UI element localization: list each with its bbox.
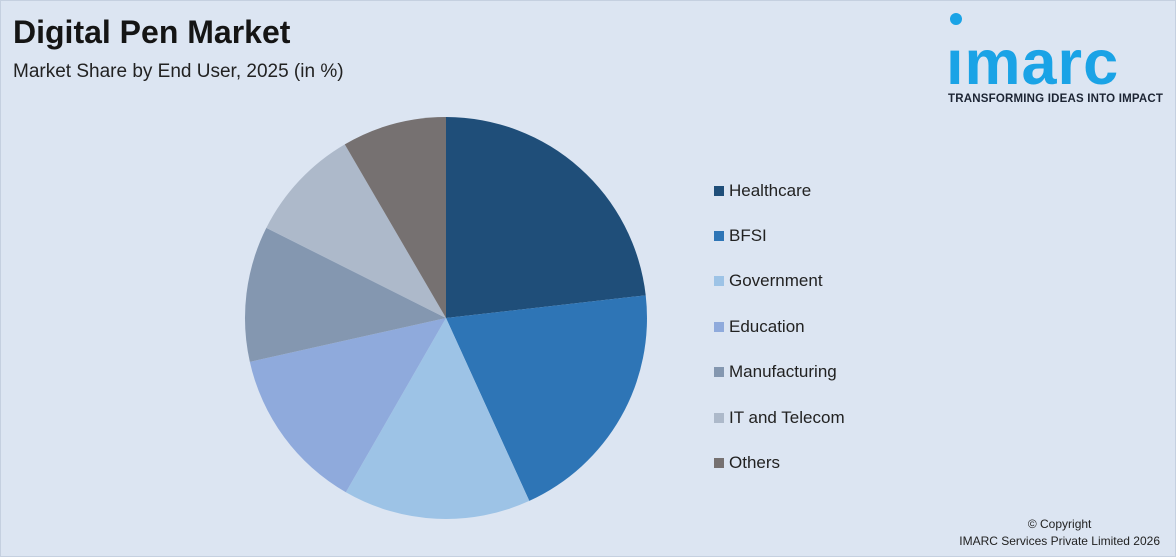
imarc-logo: ımarc TRANSFORMING IDEAS INTO IMPACT xyxy=(944,12,1170,110)
chart-title: Digital Pen Market xyxy=(13,14,291,50)
pie-slice-bfsi xyxy=(446,295,647,501)
copyright-line-1: © Copyright xyxy=(1027,517,1092,531)
legend-item-others: Others xyxy=(714,440,845,485)
copyright-notice: © Copyright IMARC Services Private Limit… xyxy=(959,516,1160,550)
copyright-line-2: IMARC Services Private Limited 2026 xyxy=(959,534,1160,548)
legend-label: Government xyxy=(729,271,823,291)
legend-label: IT and Telecom xyxy=(729,407,845,427)
legend-item-education: Education xyxy=(714,304,845,349)
legend-label: Education xyxy=(729,316,805,336)
legend-swatch xyxy=(714,231,724,242)
legend-label: Others xyxy=(729,453,781,473)
legend-swatch xyxy=(714,185,724,196)
pie-slice-it-and-telecom xyxy=(266,144,446,318)
pie-slice-manufacturing xyxy=(244,227,446,362)
logo-dot xyxy=(950,13,962,25)
logo-tagline: TRANSFORMING IDEAS INTO IMPACT xyxy=(948,93,1164,105)
legend-swatch xyxy=(714,367,724,378)
legend-item-bfsi: BFSI xyxy=(714,213,845,258)
logo-wordmark: ımarc xyxy=(946,28,1120,98)
legend-swatch xyxy=(714,321,724,332)
legend-swatch xyxy=(714,412,724,423)
legend-item-government: Government xyxy=(714,259,845,304)
pie-slice-education xyxy=(249,318,446,493)
legend-label: BFSI xyxy=(729,226,767,246)
pie-slice-others xyxy=(344,117,446,318)
legend-item-manufacturing: Manufacturing xyxy=(714,350,845,395)
legend-item-it-and-telecom: IT and Telecom xyxy=(714,395,845,440)
chart-subtitle: Market Share by End User, 2025 (in %) xyxy=(13,61,344,82)
legend-label: Manufacturing xyxy=(729,362,837,382)
chart-legend: Healthcare BFSI Government Education Manufac… xyxy=(714,168,845,486)
legend-swatch xyxy=(714,458,724,469)
legend-swatch xyxy=(714,276,724,287)
pie-slice-healthcare xyxy=(446,117,646,318)
legend-label: Healthcare xyxy=(729,180,812,200)
pie-slice-government xyxy=(345,318,530,519)
legend-item-healthcare: Healthcare xyxy=(714,168,845,213)
